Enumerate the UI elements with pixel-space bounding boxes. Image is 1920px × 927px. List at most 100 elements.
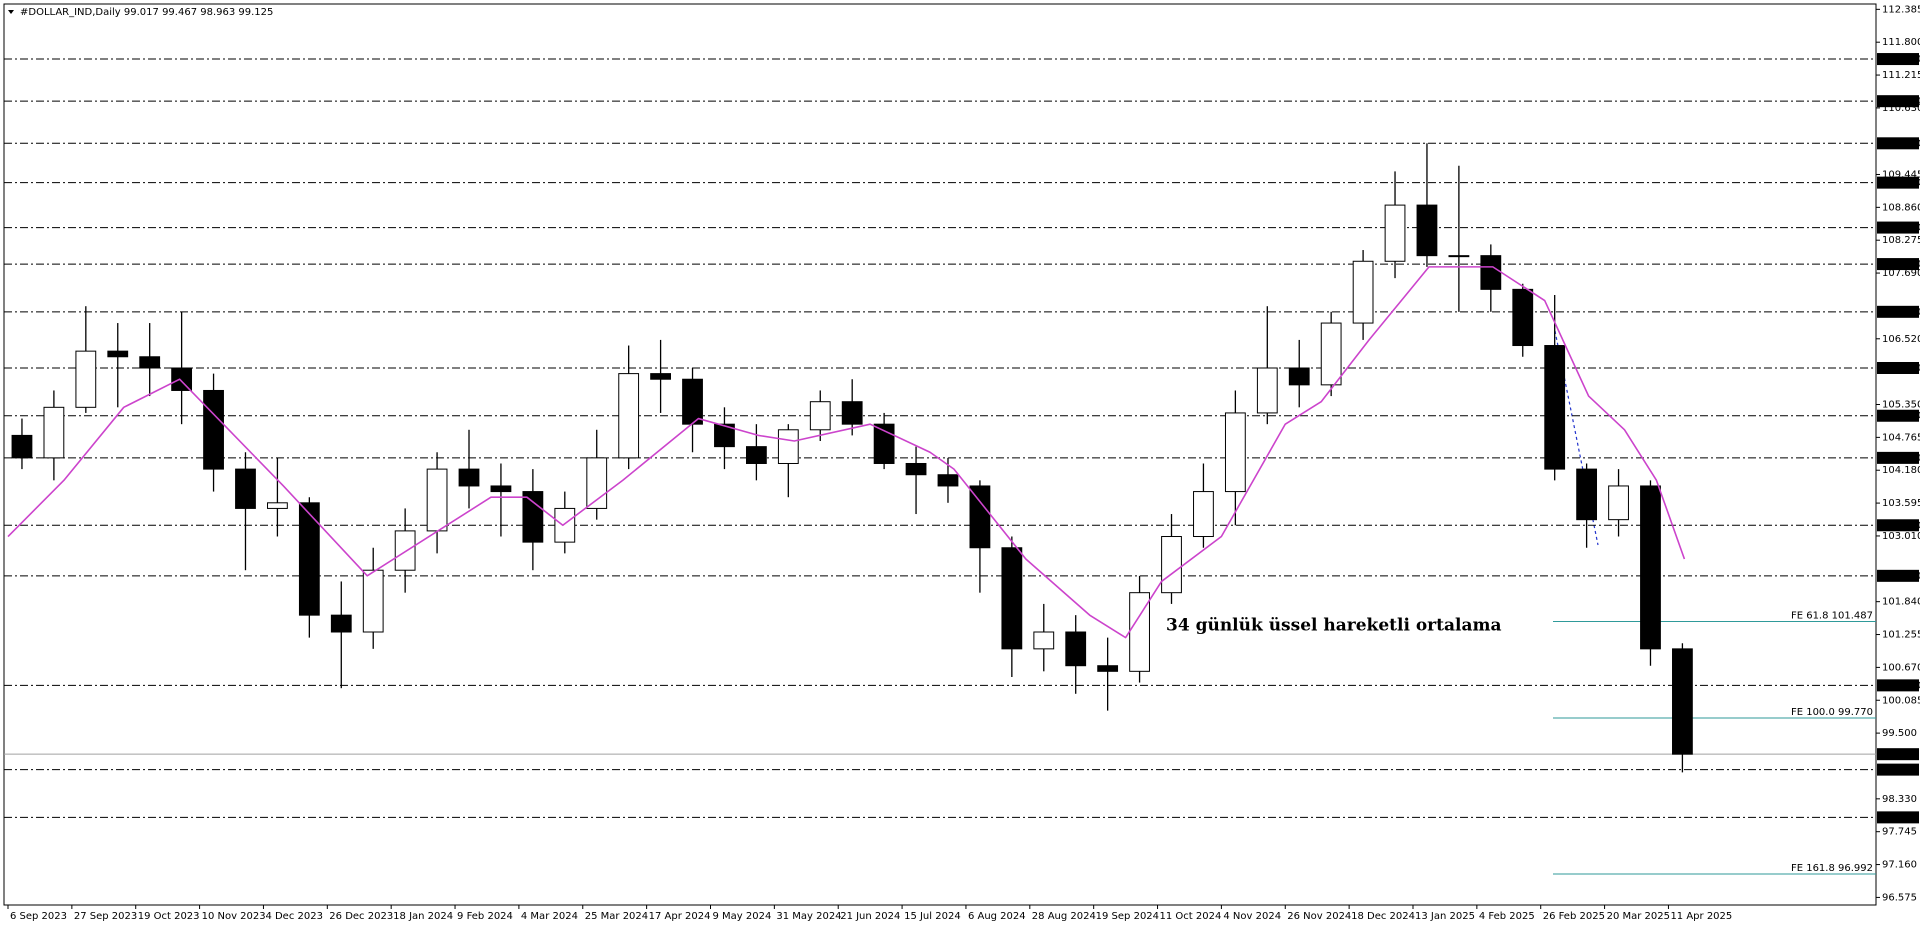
candle-body	[1097, 665, 1119, 672]
x-tick-label: 25 Mar 2024	[585, 911, 648, 922]
candle-body	[139, 356, 161, 369]
current-price-label: 99.125	[1880, 749, 1915, 760]
candle-body	[1512, 288, 1534, 347]
x-tick-label: 28 Aug 2024	[1032, 911, 1096, 922]
y-tick-label: 96.575	[1882, 892, 1917, 903]
candle-body	[267, 502, 288, 509]
current-price-box	[1877, 748, 1919, 761]
chart-title: #DOLLAR_IND,Daily 99.017 99.467 98.963 9…	[20, 7, 273, 18]
level-label-box	[1877, 221, 1919, 234]
x-tick-label: 4 Mar 2024	[521, 911, 578, 922]
y-tick-label: 108.860	[1882, 202, 1920, 213]
x-tick-label: 18 Jan 2024	[393, 911, 453, 922]
y-tick-label: 110.630	[1882, 103, 1920, 114]
candle-body	[1544, 345, 1566, 470]
x-tick-label: 11 Oct 2024	[1160, 911, 1222, 922]
candle-body	[1224, 412, 1246, 493]
candle-body	[586, 457, 608, 509]
candle-body	[650, 373, 671, 380]
level-label: 110.000	[1880, 138, 1920, 149]
candle-body	[1065, 631, 1087, 667]
candle-body	[809, 401, 831, 431]
candle-body	[1576, 468, 1598, 521]
level-label: 100.350	[1880, 680, 1920, 691]
level-label-box	[1877, 258, 1919, 271]
x-tick-label: 6 Sep 2023	[10, 911, 67, 922]
level-label-box	[1877, 519, 1919, 532]
level-label-box	[1877, 176, 1919, 189]
y-tick-label: 107.690	[1882, 268, 1920, 279]
y-tick-label: 112.385	[1882, 4, 1920, 15]
x-tick-label: 20 Mar 2025	[1607, 911, 1670, 922]
candle-body	[1672, 648, 1693, 755]
candle-body	[905, 462, 927, 476]
x-tick-label: 11 Apr 2025	[1670, 911, 1732, 922]
candle-body	[1480, 255, 1502, 290]
level-label-box	[1877, 763, 1919, 776]
level-label: 110.750	[1880, 96, 1920, 107]
candle-body	[1193, 491, 1214, 538]
fe-label: FE 161.8 96.992	[1791, 863, 1873, 874]
candle-body	[1288, 367, 1310, 386]
level-label-box	[1877, 569, 1919, 582]
candle-body	[937, 474, 959, 487]
candle-body	[426, 468, 448, 532]
y-tick-label: 101.840	[1882, 597, 1920, 608]
candle-body	[75, 350, 97, 408]
candle-body	[1320, 322, 1342, 386]
candle-body	[1448, 255, 1470, 258]
x-tick-label: 31 May 2024	[776, 911, 841, 922]
x-tick-label: 9 May 2024	[712, 911, 771, 922]
level-label: 109.300	[1880, 178, 1920, 189]
y-tick-label: 99.500	[1882, 728, 1917, 739]
y-tick-label: 97.160	[1882, 860, 1917, 871]
level-label: 106.000	[1880, 363, 1920, 374]
x-tick-label: 26 Feb 2025	[1543, 911, 1605, 922]
candle-body	[1033, 631, 1055, 650]
fe-label: FE 100.0 99.770	[1791, 707, 1873, 718]
level-label: 111.500	[1880, 54, 1920, 65]
candle-body	[203, 389, 224, 470]
candle-body	[171, 367, 193, 391]
y-tick-label: 103.595	[1882, 498, 1920, 509]
y-tick-label: 104.180	[1882, 465, 1920, 476]
candle-body	[1384, 204, 1406, 262]
level-label-box	[1877, 679, 1919, 692]
y-tick-label: 111.800	[1882, 37, 1920, 48]
candle-body	[618, 373, 640, 459]
x-tick-label: 18 Dec 2024	[1351, 911, 1415, 922]
x-tick-label: 10 Nov 2023	[202, 911, 266, 922]
candle-body	[745, 446, 767, 464]
candle-body	[11, 434, 33, 459]
level-label: 107.850	[1880, 259, 1920, 270]
y-tick-label: 105.350	[1882, 400, 1920, 411]
x-tick-label: 21 Jun 2024	[840, 911, 900, 922]
candle-body	[1416, 204, 1438, 257]
candle-body	[490, 485, 512, 493]
candle-body	[841, 401, 863, 425]
candle-body	[43, 406, 65, 459]
level-label-box	[1877, 95, 1919, 108]
x-tick-label: 19 Oct 2023	[138, 911, 200, 922]
candle-body	[1608, 485, 1629, 521]
level-label-box	[1877, 361, 1919, 374]
candle-body	[1352, 260, 1374, 324]
x-tick-label: 26 Nov 2024	[1287, 911, 1351, 922]
y-tick-label: 100.670	[1882, 662, 1920, 673]
candle-body	[235, 468, 256, 509]
candle-body	[777, 429, 799, 464]
x-tick-label: 19 Sep 2024	[1096, 911, 1159, 922]
candle-body	[522, 491, 544, 543]
level-label-box	[1877, 451, 1919, 464]
y-tick-label: 109.445	[1882, 169, 1920, 180]
y-tick-label: 108.275	[1882, 235, 1920, 246]
level-label: 108.500	[1880, 223, 1920, 234]
level-label: 103.200	[1880, 520, 1920, 531]
ema-line	[7, 266, 1686, 639]
level-label: 102.300	[1880, 571, 1920, 582]
menu-arrow	[8, 10, 14, 14]
x-tick-label: 9 Feb 2024	[457, 911, 513, 922]
level-label: 104.400	[1880, 453, 1920, 464]
